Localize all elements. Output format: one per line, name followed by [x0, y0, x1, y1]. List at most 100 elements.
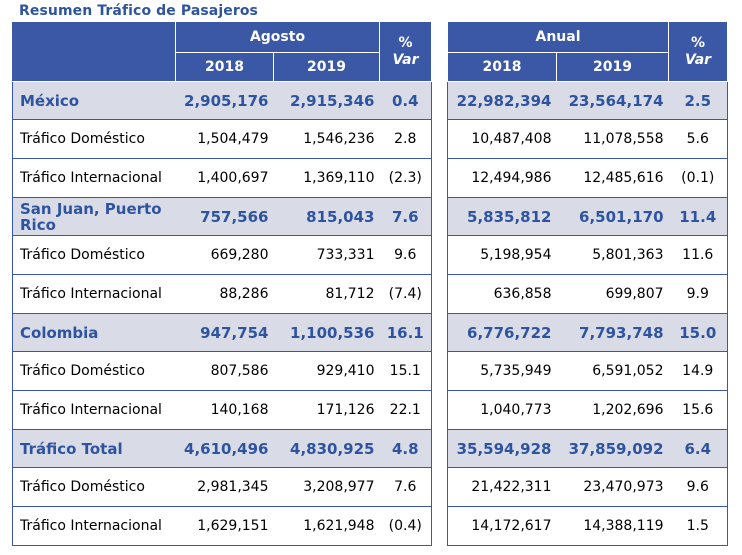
anual-table-body: 22,982,394 23,564,174 2.5 10,487,408 11,078,…	[447, 81, 729, 546]
row-label: Tráfico Internacional	[12, 158, 176, 198]
anual-2019-value: 699,807	[556, 274, 669, 314]
row-label: San Juan, Puerto Rico	[12, 197, 176, 236]
agosto-2018-value: 140,168	[175, 390, 274, 430]
table-row: 21,422,311 23,470,973 9.6	[447, 467, 729, 507]
anual-var-value: 11.4	[668, 197, 729, 236]
table-row: Tráfico Doméstico 1,504,479 1,546,236 2.8	[12, 119, 432, 159]
agosto-2018-value: 669,280	[175, 235, 274, 275]
row-label: Tráfico Internacional	[12, 390, 176, 430]
agosto-var-value: 0.4	[379, 81, 432, 120]
anual-var-value: 15.6	[668, 390, 729, 430]
agosto-var-value: 9.6	[379, 235, 432, 275]
anual-2019-value: 6,501,170	[556, 197, 669, 236]
section-row: Tráfico Total 4,610,496 4,830,925 4.8	[12, 429, 432, 468]
agosto-var-value: 15.1	[379, 351, 432, 391]
agosto-2018-value: 947,754	[175, 313, 274, 352]
anual-var-header: % Var	[668, 21, 729, 82]
table-row: Tráfico Internacional 1,629,151 1,621,948(…	[12, 506, 432, 546]
anual-2018-value: 22,982,394	[447, 81, 557, 120]
anual-2018-value: 5,835,812	[447, 197, 557, 236]
anual-2019-value: 1,202,696	[556, 390, 669, 430]
agosto-var-value: 16.1	[379, 313, 432, 352]
row-label: Tráfico Internacional	[12, 506, 176, 546]
anual-2019-value: 37,859,092	[556, 429, 669, 468]
agosto-var-value: (7.4)	[379, 274, 432, 314]
agosto-2019-value: 733,331	[273, 235, 380, 275]
section-row: Colombia 947,754 1,100,536 16.1	[12, 313, 432, 352]
row-label: Tráfico Doméstico	[12, 467, 176, 507]
row-label: Tráfico Doméstico	[12, 235, 176, 275]
anual-2018-header: 2018	[447, 52, 557, 82]
agosto-2018-value: 1,504,479	[175, 119, 274, 159]
agosto-table-body: México 2,905,176 2,915,346 0.4 Tráfico Domés…	[12, 81, 432, 546]
section-row: 6,776,722 7,793,748 15.0	[447, 313, 729, 352]
agosto-2019-value: 2,915,346	[273, 81, 380, 120]
agosto-var-value: 4.8	[379, 429, 432, 468]
agosto-var-header: % Var	[379, 21, 432, 82]
anual-2018-value: 10,487,408	[447, 119, 557, 159]
agosto-2018-value: 4,610,496	[175, 429, 274, 468]
agosto-var-value: (2.3)	[379, 158, 432, 198]
anual-var-value: 6.4	[668, 429, 729, 468]
agosto-2019-value: 1,100,536	[273, 313, 380, 352]
agosto-2018-value: 1,629,151	[175, 506, 274, 546]
var-label: Var	[392, 52, 419, 68]
anual-2019-value: 14,388,119	[556, 506, 669, 546]
agosto-table: Agosto % Var 2018 2019 México 2,905,176 2,…	[12, 21, 432, 546]
section-row: San Juan, Puerto Rico 757,566 815,043 7.6	[12, 197, 432, 236]
agosto-2019-value: 1,621,948	[273, 506, 380, 546]
anual-2019-header: 2019	[555, 52, 670, 82]
agosto-2019-value: 4,830,925	[273, 429, 380, 468]
anual-var-value: 11.6	[668, 235, 729, 275]
anual-2018-value: 5,198,954	[447, 235, 557, 275]
anual-2019-value: 5,801,363	[556, 235, 669, 275]
anual-2018-value: 5,735,949	[447, 351, 557, 391]
table-row: 1,040,773 1,202,696 15.6	[447, 390, 729, 430]
table-row: Tráfico Doméstico 807,586 929,410 15.1	[12, 351, 432, 391]
agosto-2019-header: 2019	[273, 52, 380, 82]
anual-2019-value: 23,470,973	[556, 467, 669, 507]
table-row: 5,198,954 5,801,363 11.6	[447, 235, 729, 275]
agosto-2019-value: 171,126	[273, 390, 380, 430]
agosto-var-value: 7.6	[379, 467, 432, 507]
anual-2019-value: 11,078,558	[556, 119, 669, 159]
anual-2019-value: 12,485,616	[556, 158, 669, 198]
anual-2018-value: 636,858	[447, 274, 557, 314]
table-row: Tráfico Internacional 88,286 81,712 (7.4)	[12, 274, 432, 314]
agosto-2018-value: 2,981,345	[175, 467, 274, 507]
table-row: 636,858 699,807 9.9	[447, 274, 729, 314]
anual-2018-value: 12,494,986	[447, 158, 557, 198]
agosto-2018-value: 807,586	[175, 351, 274, 391]
table-row: Tráfico Doméstico 2,981,345 3,208,977 7.6	[12, 467, 432, 507]
table-row: 12,494,986 12,485,616 (0.1)	[447, 158, 729, 198]
pct-symbol: %	[398, 35, 413, 51]
agosto-2019-value: 3,208,977	[273, 467, 380, 507]
table-row: 5,735,949 6,591,052 14.9	[447, 351, 729, 391]
table-row: 14,172,617 14,388,119 1.5	[447, 506, 729, 546]
section-row: 22,982,394 23,564,174 2.5	[447, 81, 729, 120]
anual-2018-value: 35,594,928	[447, 429, 557, 468]
agosto-2018-value: 88,286	[175, 274, 274, 314]
agosto-2019-value: 929,410	[273, 351, 380, 391]
pct-symbol: %	[691, 35, 706, 51]
anual-var-value: 14.9	[668, 351, 729, 391]
agosto-2019-value: 815,043	[273, 197, 380, 236]
agosto-2019-value: 1,546,236	[273, 119, 380, 159]
table-row: Tráfico Doméstico 669,280 733,331 9.6	[12, 235, 432, 275]
agosto-var-value: 7.6	[379, 197, 432, 236]
table-row: 10,487,408 11,078,558 5.6	[447, 119, 729, 159]
anual-var-value: 9.9	[668, 274, 729, 314]
var-label: Var	[684, 52, 712, 68]
row-label: Tráfico Doméstico	[12, 119, 176, 159]
agosto-header: Agosto	[175, 21, 380, 53]
anual-2018-value: 1,040,773	[447, 390, 557, 430]
anual-2018-value: 21,422,311	[447, 467, 557, 507]
agosto-var-value: 2.8	[379, 119, 432, 159]
anual-var-value: 1.5	[668, 506, 729, 546]
row-label: Tráfico Total	[12, 429, 176, 468]
row-label: México	[12, 81, 176, 120]
row-label: Tráfico Internacional	[12, 274, 176, 314]
label-header-cell	[12, 21, 176, 82]
anual-header: Anual	[446, 21, 670, 53]
agosto-2019-value: 81,712	[273, 274, 380, 314]
